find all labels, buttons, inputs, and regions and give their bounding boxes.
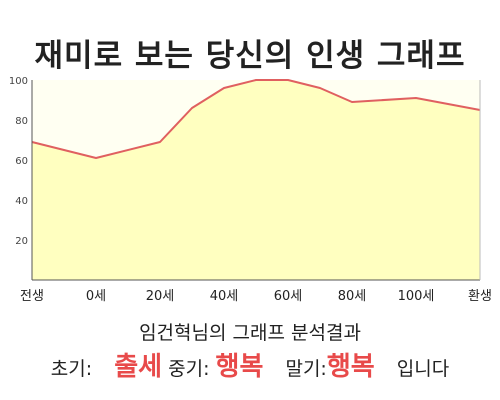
- late-label: 말기:: [285, 358, 327, 380]
- mid-label: 중기:: [168, 358, 210, 380]
- x-tick-label: 전생: [20, 289, 44, 304]
- page-title: 재미로 보는 당신의 인생 그래프: [34, 38, 466, 74]
- x-tick-label: 환생: [468, 289, 492, 304]
- x-tick-label: 60세: [274, 289, 303, 304]
- x-tick-label: 20세: [146, 289, 175, 304]
- y-tick-label: 100: [9, 76, 28, 87]
- y-tick-label: 80: [15, 116, 28, 127]
- area-fill: [32, 80, 480, 280]
- late-value: 행복: [326, 352, 375, 382]
- analysis-result: 초기: 출세 중기: 행복 말기:행복 입니다: [0, 346, 500, 383]
- result-suffix: 입니다: [396, 358, 450, 380]
- x-tick-label: 100세: [398, 289, 435, 304]
- analysis-title: 임건혁님의 그래프 분석결과: [139, 322, 361, 344]
- x-tick-label: 40세: [210, 289, 239, 304]
- x-tick-label: 0세: [86, 289, 106, 304]
- mid-value: 행복: [215, 352, 264, 382]
- early-value: 출세: [114, 352, 163, 382]
- y-tick-label: 20: [15, 236, 28, 247]
- y-tick-label: 40: [15, 196, 28, 207]
- early-label: 초기:: [50, 358, 93, 380]
- x-tick-label: 80세: [338, 289, 367, 304]
- y-tick-label: 60: [15, 156, 28, 167]
- series-line: [31, 79, 481, 159]
